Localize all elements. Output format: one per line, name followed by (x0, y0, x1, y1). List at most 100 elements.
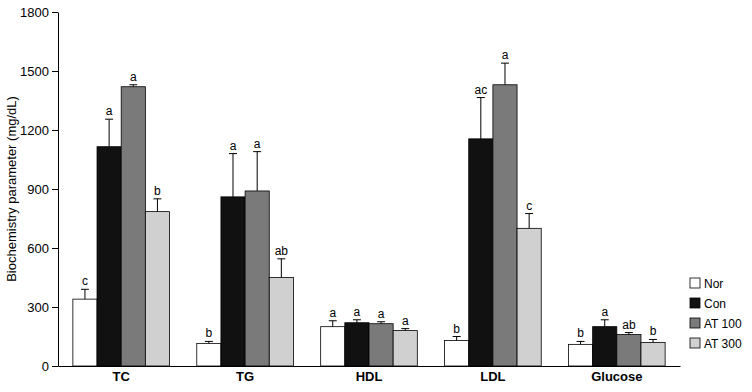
error-stem (504, 63, 505, 85)
tick: 0 (42, 359, 58, 374)
significance-letter: b (154, 184, 161, 198)
legend-item: Con (690, 297, 726, 311)
error-cap (577, 341, 585, 342)
significance-letter: ab (275, 244, 289, 258)
series (145, 199, 665, 366)
error-bar (253, 152, 261, 191)
error-bar (625, 333, 633, 335)
error-cap (329, 320, 337, 321)
tick: TC (113, 366, 131, 384)
annotations: cbabbaaaacaaaaaabbabacb (82, 48, 657, 340)
tick-label: 900 (27, 182, 49, 197)
tick-label: 1200 (20, 123, 49, 138)
tick-mark (52, 248, 58, 249)
error-bar (153, 199, 161, 212)
error-bar (81, 289, 89, 299)
significance-letter: b (453, 322, 460, 336)
bar (145, 212, 169, 366)
bar (221, 197, 245, 366)
error-cap (205, 341, 213, 342)
legend-item: Nor (690, 277, 723, 291)
error-bar (401, 329, 409, 331)
legend-label: AT 100 (704, 317, 742, 331)
legend-label: Con (704, 297, 726, 311)
tick-label: 300 (27, 300, 49, 315)
error-cap (601, 319, 609, 320)
error-cap (377, 321, 385, 322)
bar (345, 323, 369, 366)
error-bar (205, 341, 213, 343)
error-cap (649, 339, 657, 340)
error-bar (453, 337, 461, 341)
error-cap (277, 258, 285, 259)
significance-letter: a (402, 314, 409, 328)
legend-label: Nor (704, 277, 723, 291)
significance-letter: a (354, 305, 361, 319)
error-bar (353, 320, 361, 323)
bar (97, 147, 121, 366)
bar (369, 324, 393, 366)
error-bar (525, 214, 533, 229)
significance-letter: ab (622, 318, 636, 332)
significance-letter: b (577, 326, 584, 340)
bar (469, 139, 493, 366)
error-cap (401, 328, 409, 329)
error-bar (277, 259, 285, 278)
tick-label: TC (113, 369, 131, 384)
tick-mark (52, 189, 58, 190)
error-stem (84, 289, 85, 299)
axis-line (58, 13, 59, 367)
tick-label: 1800 (20, 5, 49, 20)
error-cap (105, 119, 113, 120)
tick-label: Glucose (591, 369, 642, 384)
significance-letter: b (206, 326, 213, 340)
significance-letter: a (254, 137, 261, 151)
error-bar (377, 322, 385, 324)
axis-line (59, 366, 681, 367)
error-cap (453, 336, 461, 337)
tick-label: 0 (42, 359, 49, 374)
error-bar (577, 341, 585, 344)
tick-label: HDL (356, 369, 383, 384)
error-stem (480, 98, 481, 139)
tick: 300 (27, 300, 58, 315)
tick-mark (52, 366, 58, 367)
error-cap (81, 289, 89, 290)
error-stem (529, 214, 530, 229)
legend-swatch (690, 318, 700, 328)
tick-label: LDL (480, 369, 505, 384)
error-stem (332, 321, 333, 327)
error-stem (456, 337, 457, 341)
error-cap (477, 97, 485, 98)
error-stem (233, 154, 234, 197)
error-bar (129, 85, 137, 87)
y-axis-title: Biochemistry parameter (mg/dL) (4, 96, 19, 282)
tick: Glucose (591, 366, 642, 384)
tick: 1500 (20, 64, 58, 79)
tick: LDL (480, 366, 505, 384)
significance-letter: c (82, 274, 88, 288)
tick: 1200 (20, 123, 58, 138)
bar (393, 331, 417, 366)
significance-letter: a (378, 307, 385, 321)
chart: cbabbaaaacaaaaaabbabacb03006009001200150… (0, 0, 752, 392)
significance-letter: a (230, 139, 237, 153)
error-bar (329, 321, 337, 327)
significance-letter: c (526, 199, 532, 213)
significance-letter: a (329, 306, 336, 320)
bar (73, 299, 97, 366)
legend-swatch (690, 298, 700, 308)
bar (568, 344, 592, 366)
error-bar (649, 339, 657, 342)
tick: HDL (356, 366, 383, 384)
significance-letter: a (130, 70, 137, 84)
tick-label: 1500 (20, 64, 49, 79)
bar (197, 343, 221, 366)
error-stem (157, 199, 158, 212)
tick: 900 (27, 182, 58, 197)
bar (617, 335, 641, 366)
plot: cbabbaaaacaaaaaabbabacb03006009001200150… (20, 5, 680, 385)
tick-mark (52, 12, 58, 13)
bar (121, 87, 145, 366)
tick-label: 600 (27, 241, 49, 256)
